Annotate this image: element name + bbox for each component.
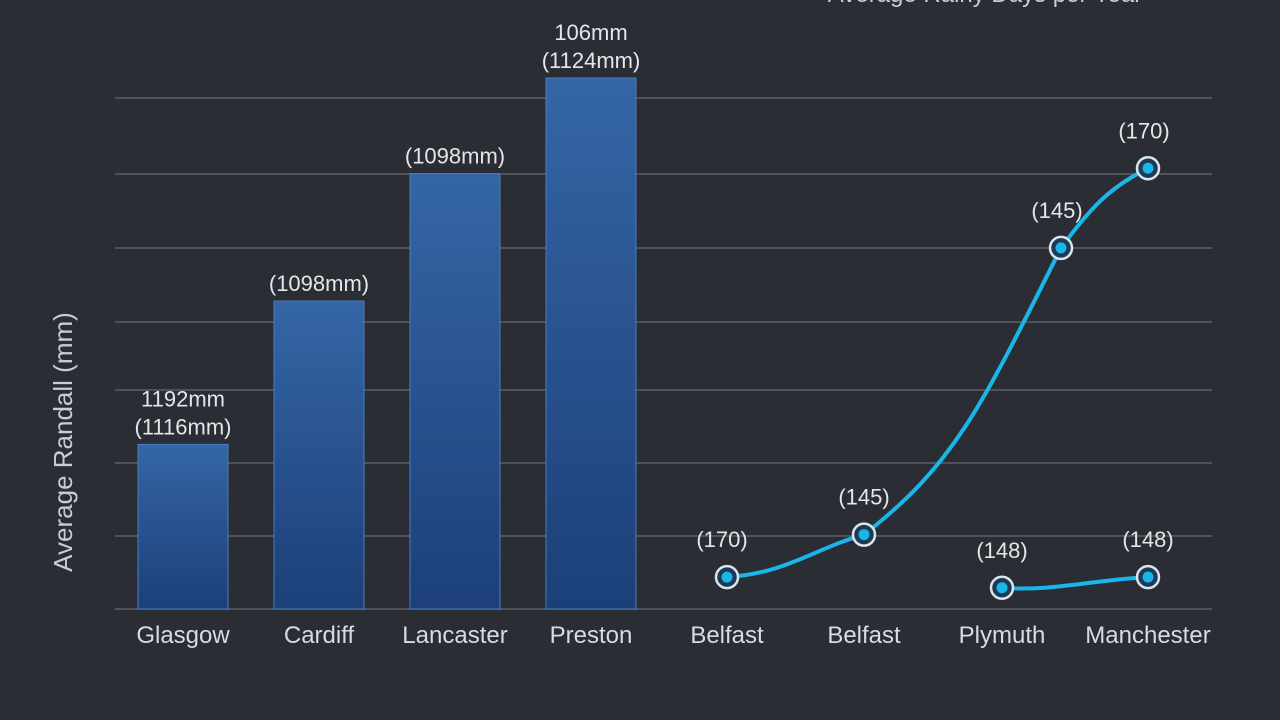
bar [273,300,365,610]
line-point-core [1142,162,1154,174]
line-data-label: (145) [1031,198,1082,223]
chart-title: Average Rainy Days per Year [828,0,1142,8]
bar-data-label: 106mm [554,20,627,45]
series-line-lower [1000,575,1150,591]
x-tick-label: Plymuth [959,622,1046,649]
bar-data-label: 1192mm [141,386,225,411]
line-data-label: (170) [696,527,747,552]
line-point-core [1142,571,1154,583]
line-data-label: (148) [976,538,1027,563]
line-point-core [1055,242,1067,254]
line-series: (170) (145) (148) (148) (145) (170) [696,118,1174,601]
x-axis-ticks: Glasgow Cardiff Lancaster Preston Belfast Bel… [136,622,1210,649]
bar-data-label: (1124mm) [542,48,641,73]
bar-series: 1192mm (1116mm) (1098mm) (1098mm) 106mm (1124… [135,20,641,610]
series-line-upper [725,166,1150,580]
line-point-core [858,529,870,541]
x-tick-label: Belfast [690,622,764,649]
bar [409,173,501,610]
bar-data-label: (1116mm) [135,414,232,439]
x-tick-label: Cardiff [284,622,355,649]
x-tick-label: Preston [550,622,633,649]
bar-data-label: (1098mm) [269,271,369,296]
line-data-label: (148) [1122,527,1173,552]
y-axis-label: Average Randall (mm) [48,312,78,572]
line-data-label: (145) [838,485,889,510]
line-point-core [721,571,733,583]
bar-data-label: (1098mm) [405,144,505,169]
bar [137,443,229,610]
x-tick-label: Manchester [1085,622,1210,649]
x-tick-label: Belfast [827,622,901,649]
line-point-core [996,582,1008,594]
line-data-label: (170) [1118,118,1169,143]
x-tick-label: Lancaster [402,622,507,649]
x-tick-label: Glasgow [136,622,230,649]
bar [545,77,637,610]
